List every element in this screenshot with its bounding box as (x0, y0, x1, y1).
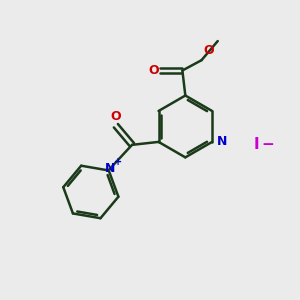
Text: −: − (261, 136, 274, 152)
Text: I: I (253, 136, 259, 152)
Text: N: N (105, 163, 116, 176)
Text: +: + (114, 157, 122, 167)
Text: N: N (217, 135, 227, 148)
Text: O: O (110, 110, 121, 123)
Text: O: O (148, 64, 159, 77)
Text: O: O (203, 44, 214, 57)
